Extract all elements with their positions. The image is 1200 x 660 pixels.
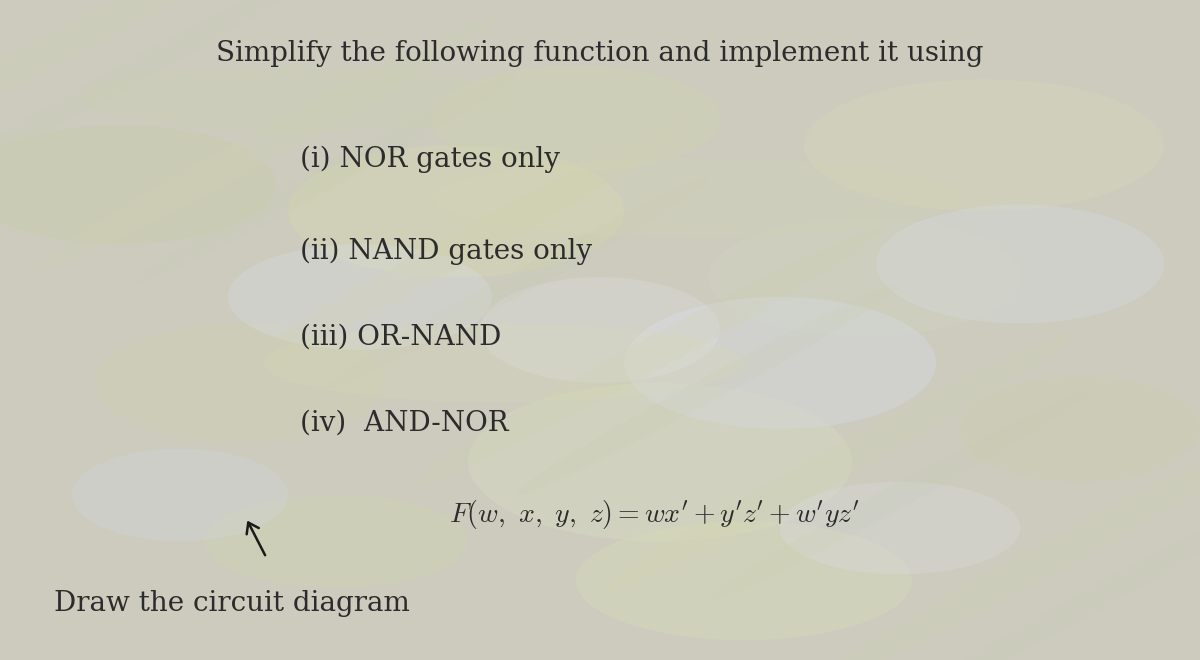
Ellipse shape	[72, 449, 288, 541]
Ellipse shape	[606, 333, 1074, 591]
Ellipse shape	[228, 244, 492, 350]
Ellipse shape	[708, 218, 1020, 337]
Text: (ii) NAND gates only: (ii) NAND gates only	[300, 238, 592, 265]
Ellipse shape	[960, 376, 1200, 482]
Ellipse shape	[325, 179, 707, 389]
Text: (i) NOR gates only: (i) NOR gates only	[300, 145, 560, 172]
Ellipse shape	[1093, 601, 1200, 660]
Ellipse shape	[804, 79, 1164, 211]
Text: (iii) OR-NAND: (iii) OR-NAND	[300, 323, 502, 350]
Ellipse shape	[798, 439, 1200, 660]
Ellipse shape	[517, 284, 899, 494]
Ellipse shape	[709, 390, 1091, 600]
Text: Draw the circuit diagram: Draw the circuit diagram	[54, 590, 410, 617]
Ellipse shape	[133, 73, 515, 283]
Ellipse shape	[0, 125, 276, 244]
Ellipse shape	[84, 66, 516, 132]
Text: Simplify the following function and implement it using: Simplify the following function and impl…	[216, 40, 984, 67]
Text: (iv)  AND-NOR: (iv) AND-NOR	[300, 409, 509, 436]
Text: $\mathit{F}(w,\ x,\ y,\ z) = wx' + y'z' + w'yz'$: $\mathit{F}(w,\ x,\ y,\ z) = wx' + y'z' …	[449, 498, 859, 531]
Ellipse shape	[0, 0, 306, 168]
Ellipse shape	[288, 145, 624, 277]
Ellipse shape	[901, 496, 1200, 660]
Ellipse shape	[204, 495, 468, 587]
Ellipse shape	[576, 521, 912, 640]
Ellipse shape	[624, 297, 936, 429]
Ellipse shape	[780, 482, 1020, 574]
Ellipse shape	[876, 205, 1164, 323]
Ellipse shape	[264, 323, 744, 403]
Ellipse shape	[432, 66, 720, 172]
Ellipse shape	[30, 16, 498, 274]
Ellipse shape	[990, 544, 1200, 660]
Ellipse shape	[222, 122, 690, 380]
Ellipse shape	[432, 158, 960, 238]
Ellipse shape	[414, 228, 882, 485]
Ellipse shape	[0, 0, 323, 178]
Ellipse shape	[480, 277, 720, 383]
Ellipse shape	[468, 383, 852, 541]
Ellipse shape	[96, 323, 384, 442]
Ellipse shape	[0, 0, 114, 63]
Ellipse shape	[0, 0, 131, 72]
